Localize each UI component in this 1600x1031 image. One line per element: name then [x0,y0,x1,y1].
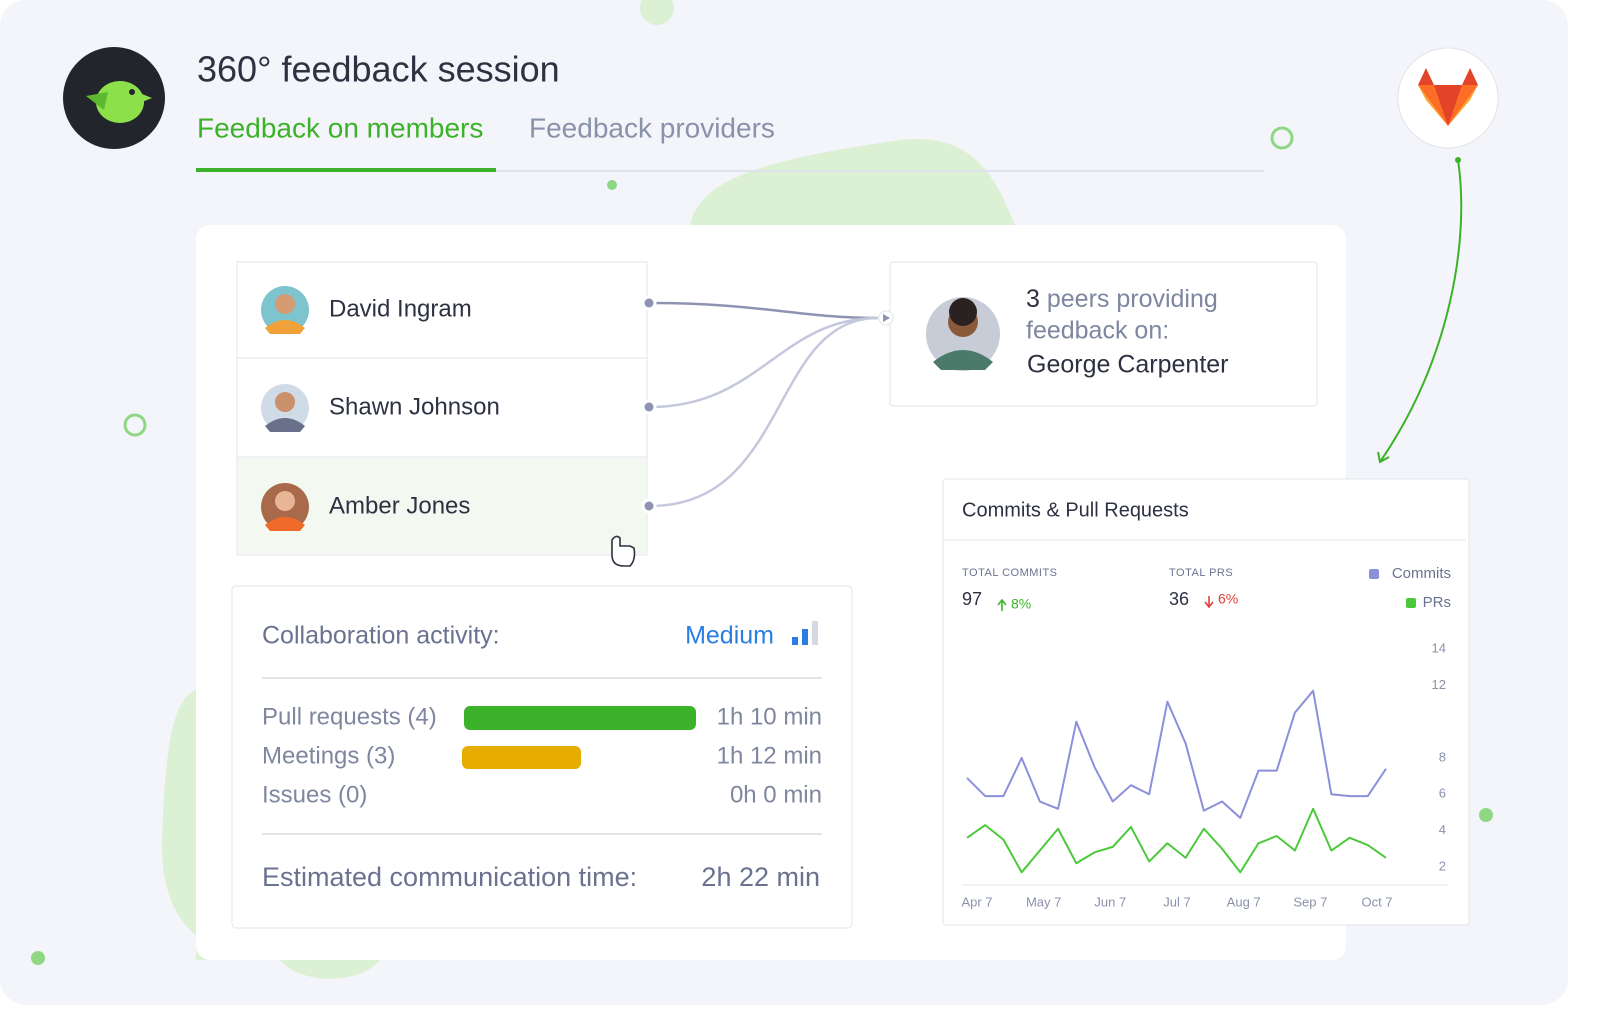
change-arrow [1204,596,1214,609]
total-value: 2h 22 min [701,862,820,892]
avatar [261,483,309,531]
logo-eye [129,89,135,95]
activity-bar [462,746,581,769]
level-icon [802,629,808,645]
chart: TOTAL COMMITS 97 8% TOTAL PRS 36 6% Commits PRs… [961,565,1451,909]
x-tick-label: Jul 7 [1163,894,1190,909]
port [641,295,657,311]
stat-label: TOTAL COMMITS [962,567,1058,579]
row-time: 1h 10 min [717,703,822,730]
y-tick-label: 4 [1439,822,1446,837]
y-tick-label: 14 [1432,641,1446,656]
target-card [889,261,1318,407]
series-line [966,807,1387,874]
connector [649,301,879,320]
port [641,399,657,415]
dot [31,951,45,965]
row-label: Issues (0) [262,781,367,808]
x-tick-label: Apr 7 [961,894,992,909]
port-dots [641,295,657,514]
logo-wing [86,92,108,110]
y-tick-label: 8 [1439,749,1446,764]
blob [161,690,280,960]
activity-label: Collaboration activity: [262,622,500,650]
connector [649,316,879,508]
blob [690,138,1015,225]
connector [649,316,879,409]
peers-label: peers providing [1047,285,1218,313]
blob [280,960,380,979]
peers-label: feedback on: [1026,317,1169,345]
y-tick-label: 2 [1439,858,1446,873]
ring [123,413,147,437]
gitlab-face [1418,85,1448,126]
target-name: George Carpenter [1027,351,1229,379]
level-icon [812,621,818,645]
arrow-head [1377,451,1390,464]
port [641,498,657,514]
gitlab-face [1418,85,1478,126]
member-name[interactable]: Shawn Johnson [329,393,500,420]
port-arrow [883,314,890,322]
dot [1479,808,1493,822]
x-tick-label: Jun 7 [1094,894,1126,909]
stat-value: 97 [962,589,982,609]
gitlab-face [1448,85,1478,126]
gitlab-ear [1462,68,1478,85]
change-arrow [997,598,1007,611]
level-icon [792,637,798,645]
dot [607,180,617,190]
ring [1270,126,1294,150]
tab[interactable]: Feedback providers [529,112,775,143]
legend-swatch [1369,569,1379,579]
dot [640,0,674,25]
peers-text: 3 peers providing [1026,285,1218,313]
stat-change: 8% [1011,596,1031,612]
legend-label: PRs [1423,594,1451,611]
connectors [649,301,879,508]
total-label: Estimated communication time: [262,862,637,892]
avatar [926,297,1000,371]
gitlab-ear [1418,68,1434,85]
legend-label: Commits [1392,565,1451,582]
row-time: 0h 0 min [730,781,822,808]
member-name[interactable]: David Ingram [329,295,472,322]
stat-label: TOTAL PRS [1169,567,1233,579]
x-tick-label: Oct 7 [1361,894,1392,909]
logo-beak [142,94,152,102]
connector [1379,159,1463,463]
y-tick-label: 6 [1439,786,1446,801]
activity-level: Medium [685,622,774,650]
cursor [611,535,636,567]
member-name[interactable]: Amber Jones [329,492,470,519]
x-tick-label: Sep 7 [1293,894,1327,909]
row-label: Meetings (3) [262,742,395,769]
gitlab-face [1434,85,1462,126]
avatar [261,384,309,432]
legend-swatch [1406,598,1416,608]
activity-bar [464,706,696,730]
peers-count: 3 [1026,285,1040,313]
tab[interactable]: Feedback on members [197,112,483,143]
row-time: 1h 12 min [717,742,822,769]
stat-change: 6% [1218,591,1238,607]
chart-card [942,478,1470,926]
stat-value: 36 [1169,589,1189,609]
row-label: Pull requests (4) [262,703,437,730]
x-tick-label: Aug 7 [1227,894,1261,909]
title: 360° feedback session [197,49,560,90]
avatar [261,286,309,334]
y-tick-label: 12 [1432,677,1446,692]
chart-title: Commits & Pull Requests [962,499,1189,521]
x-tick-label: May 7 [1026,894,1061,909]
series-line [966,689,1387,819]
